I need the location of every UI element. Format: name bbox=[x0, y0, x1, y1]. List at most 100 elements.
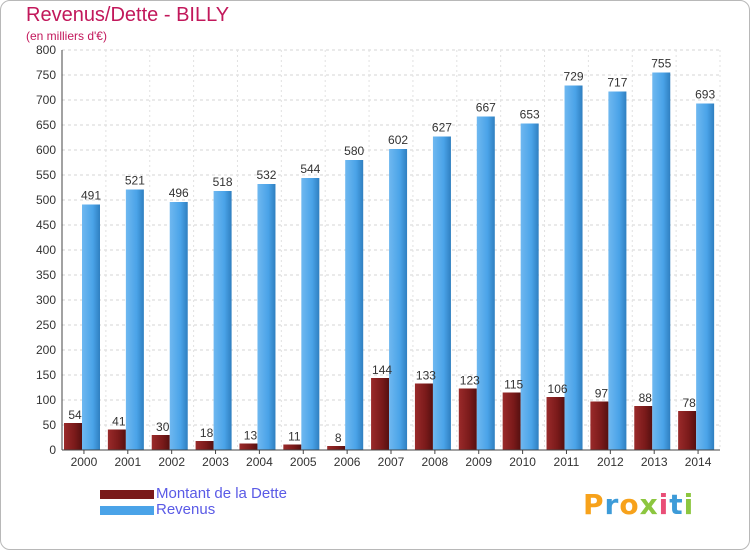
x-tick-label: 2008 bbox=[422, 455, 449, 469]
legend-swatch-debt bbox=[100, 490, 154, 499]
bar-revenue bbox=[169, 202, 188, 450]
bar-debt bbox=[64, 423, 82, 450]
bar-debt bbox=[634, 406, 653, 450]
data-label-debt: 30 bbox=[156, 420, 170, 434]
bar-revenue bbox=[652, 72, 671, 450]
data-label-debt: 11 bbox=[288, 430, 301, 444]
x-tick-label: 2003 bbox=[202, 455, 229, 469]
x-tick-label: 2014 bbox=[685, 455, 712, 469]
bar-revenue bbox=[345, 160, 364, 450]
y-tick-label: 150 bbox=[36, 368, 56, 382]
y-tick-label: 50 bbox=[43, 418, 57, 432]
bar-revenue bbox=[696, 103, 715, 450]
data-label-revenue: 729 bbox=[564, 70, 584, 84]
x-tick-label: 2011 bbox=[554, 455, 580, 469]
data-label-revenue: 496 bbox=[169, 186, 189, 200]
data-label-revenue: 717 bbox=[607, 76, 627, 90]
data-label-revenue: 518 bbox=[213, 175, 233, 189]
bar-debt bbox=[546, 397, 565, 450]
chart-title: Revenus/Dette - BILLY bbox=[26, 4, 230, 26]
bar-debt bbox=[107, 429, 126, 450]
x-tick-label: 2007 bbox=[378, 455, 405, 469]
bar-revenue bbox=[82, 204, 100, 450]
y-tick-label: 500 bbox=[36, 193, 56, 207]
x-tick-label: 2009 bbox=[465, 455, 492, 469]
legend-label-debt: Montant de la Dette bbox=[156, 485, 287, 502]
data-label-debt: 106 bbox=[548, 382, 568, 396]
y-tick-label: 200 bbox=[36, 343, 56, 357]
bar-revenue bbox=[301, 178, 320, 450]
logo-letter: P bbox=[583, 488, 605, 521]
data-label-debt: 41 bbox=[112, 415, 126, 429]
bar-debt bbox=[195, 441, 214, 450]
x-tick-label: 2006 bbox=[334, 455, 361, 469]
data-label-revenue: 755 bbox=[651, 57, 671, 71]
y-tick-label: 450 bbox=[36, 218, 56, 232]
y-tick-label: 650 bbox=[36, 118, 56, 132]
logo-letter: i bbox=[683, 488, 695, 521]
bar-debt bbox=[502, 392, 521, 450]
bar-revenue bbox=[520, 123, 539, 450]
x-tick-label: 2012 bbox=[597, 455, 624, 469]
legend-swatch-revenue bbox=[100, 506, 154, 515]
y-tick-label: 100 bbox=[36, 393, 56, 407]
data-label-revenue: 693 bbox=[695, 88, 715, 102]
bar-debt bbox=[371, 378, 390, 450]
data-label-revenue: 667 bbox=[476, 101, 496, 115]
x-tick-label: 2013 bbox=[641, 455, 668, 469]
x-tick-label: 2002 bbox=[158, 455, 185, 469]
bar-revenue bbox=[564, 85, 583, 450]
y-tick-label: 800 bbox=[36, 43, 56, 57]
axis-layer: 0 50 100 150 200 250 300 350 400 450 500 550 600 650 7… bbox=[36, 43, 720, 469]
bar-revenue bbox=[476, 116, 495, 450]
logo-letter: t bbox=[669, 488, 684, 521]
y-tick-label: 250 bbox=[36, 318, 56, 332]
y-tick-label: 0 bbox=[49, 443, 56, 457]
bar-revenue bbox=[432, 136, 451, 450]
data-label-debt: 54 bbox=[68, 408, 82, 422]
x-tick-label: 2005 bbox=[290, 455, 317, 469]
bars-layer bbox=[64, 72, 715, 450]
data-label-debt: 97 bbox=[595, 387, 609, 401]
bar-debt bbox=[414, 383, 433, 450]
bar-revenue bbox=[213, 191, 232, 450]
x-tick-label: 2004 bbox=[246, 455, 273, 469]
bar-debt bbox=[239, 443, 258, 450]
bar-revenue bbox=[125, 189, 144, 450]
data-label-debt: 144 bbox=[372, 363, 392, 377]
data-label-revenue: 491 bbox=[81, 189, 101, 203]
data-label-debt: 88 bbox=[639, 391, 653, 405]
x-tick-label: 2000 bbox=[71, 455, 98, 469]
bar-debt bbox=[151, 435, 170, 450]
logo-letter: i bbox=[658, 488, 670, 521]
y-tick-label: 750 bbox=[36, 68, 56, 82]
logo-letter: x bbox=[639, 488, 659, 521]
bar-revenue bbox=[608, 91, 627, 450]
bar-debt bbox=[327, 446, 346, 450]
data-label-revenue: 653 bbox=[520, 108, 540, 122]
bar-debt bbox=[678, 411, 697, 450]
x-tick-label: 2001 bbox=[114, 455, 141, 469]
data-label-revenue: 532 bbox=[256, 168, 276, 182]
data-label-debt: 18 bbox=[200, 426, 214, 440]
data-label-debt: 123 bbox=[460, 374, 480, 388]
y-tick-label: 700 bbox=[36, 93, 56, 107]
bar-debt bbox=[458, 388, 477, 450]
data-label-debt: 13 bbox=[244, 429, 258, 443]
labels-layer: 54 491 41 521 30 496 18 518 13 532 11 544 8 580 144 602… bbox=[68, 57, 715, 446]
bar-debt bbox=[590, 401, 609, 450]
data-label-debt: 133 bbox=[416, 369, 436, 383]
legend-label-revenue: Revenus bbox=[156, 501, 216, 518]
data-label-revenue: 627 bbox=[432, 121, 452, 135]
y-tick-label: 550 bbox=[36, 168, 56, 182]
data-label-revenue: 602 bbox=[388, 133, 408, 147]
y-tick-label: 400 bbox=[36, 243, 56, 257]
y-tick-label: 350 bbox=[36, 268, 56, 282]
proxiti-logo: Proxiti bbox=[583, 488, 694, 521]
data-label-debt: 115 bbox=[504, 378, 523, 392]
bar-revenue bbox=[389, 149, 408, 450]
x-tick-label: 2010 bbox=[509, 455, 536, 469]
chart-subtitle: (en milliers d'€) bbox=[26, 29, 107, 43]
data-label-revenue: 544 bbox=[300, 162, 320, 176]
